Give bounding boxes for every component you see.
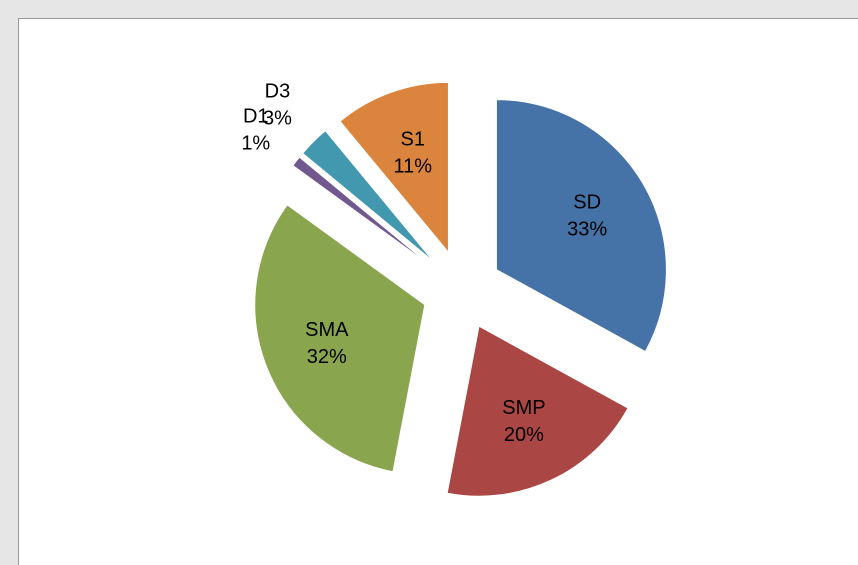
slice-label: SMP — [502, 397, 545, 419]
slice-value-label: 3% — [263, 108, 292, 130]
slice-label: D3 — [265, 81, 291, 103]
slice-label: SMA — [305, 319, 349, 341]
slice-value-label: 33% — [567, 218, 607, 240]
pie-slice — [446, 325, 629, 497]
slice-value-label: 32% — [307, 346, 347, 368]
pie-slice — [495, 99, 667, 353]
slice-value-label: 20% — [504, 424, 544, 446]
pie-slice — [339, 81, 449, 254]
slice-value-label: 1% — [241, 132, 270, 154]
slice-label: SD — [573, 191, 601, 213]
pie-slice — [254, 204, 426, 473]
pie-slice — [292, 156, 431, 266]
pie-slice — [302, 130, 435, 263]
slice-value-label: 11% — [393, 155, 432, 177]
slice-label: S1 — [401, 128, 425, 150]
slice-label: D1 — [243, 105, 269, 127]
